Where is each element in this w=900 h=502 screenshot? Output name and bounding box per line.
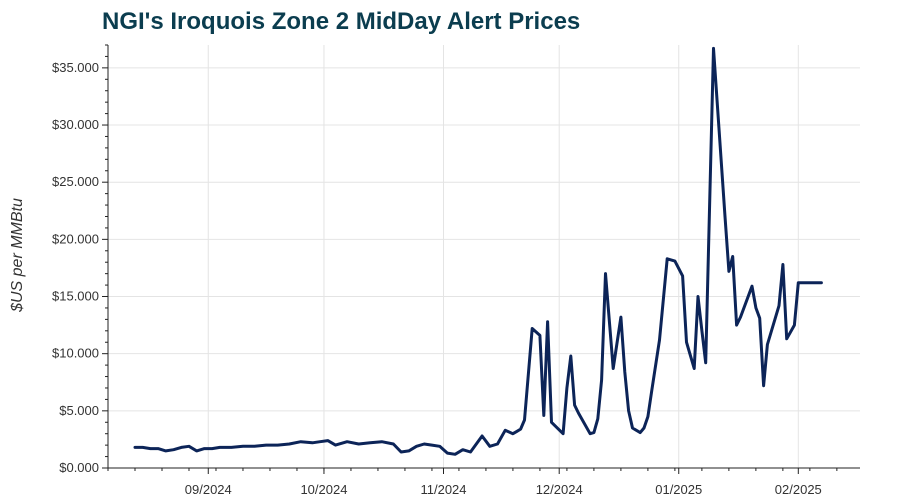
axis-layer: $0.000 $5.000 $10.000 $15.000 $20.000 $25.000… xyxy=(52,44,860,497)
y-tick-label: $35.000 xyxy=(52,60,99,75)
y-tick-label: $5.000 xyxy=(59,403,99,418)
price-series-line xyxy=(133,46,823,456)
grid-layer xyxy=(108,45,860,469)
y-axis-label: $US per MMBtu xyxy=(9,198,26,313)
x-tick-label: 01/2025 xyxy=(655,482,702,497)
y-tick-label: $25.000 xyxy=(52,174,99,189)
x-tick-label: 11/2024 xyxy=(420,482,466,497)
y-tick-label: $15.000 xyxy=(52,289,99,304)
x-tick-label: 09/2024 xyxy=(185,482,232,497)
series-layer xyxy=(133,46,823,456)
y-tick-label: $20.000 xyxy=(52,231,99,246)
y-tick-label: $30.000 xyxy=(52,117,99,132)
x-tick-label: 10/2024 xyxy=(300,482,347,497)
y-tick-label: $10.000 xyxy=(52,346,99,361)
x-tick-label: 02/2025 xyxy=(775,482,822,497)
chart-title: NGI's Iroquois Zone 2 MidDay Alert Price… xyxy=(102,8,581,35)
x-tick-label: 12/2024 xyxy=(536,482,583,497)
y-tick-label: $0.000 xyxy=(59,460,99,475)
